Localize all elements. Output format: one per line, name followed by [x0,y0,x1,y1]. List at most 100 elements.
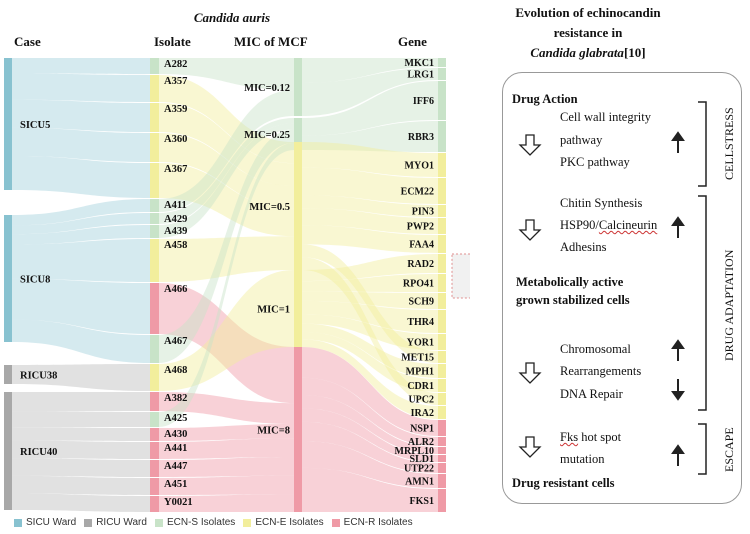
cell-wall-line1: Cell wall integrity [560,110,651,124]
flow-link [302,347,438,436]
case-label-sicu8: SICU8 [20,275,50,286]
sankey-labels: Candida auris Case Isolate MIC of MCF Ge… [14,10,434,508]
flow-link [302,377,438,446]
flow-link [302,208,438,234]
hot-spot-label: hot spot [578,430,622,444]
gene-node-met15 [438,351,446,363]
isolate-label-a451: A451 [164,479,187,490]
legend-label: ECN-S Isolates [166,517,236,528]
gene-label-pin3: PIN3 [412,207,434,218]
mic-node-mic-0-12 [294,58,302,116]
isolate-node-a466 [150,283,159,334]
mic-node-mic-1 [294,270,302,347]
isolate-label-a466: A466 [164,284,187,295]
isolate-label-a439: A439 [164,226,187,237]
legend-item-ecn-r-isolates: ECN-R Isolates [331,517,413,528]
drug-action-label: Drug Action [512,92,578,106]
mic-node-mic-0-25 [294,118,302,150]
legend-swatch [84,518,93,527]
flow-link [12,225,150,245]
isolate-label-a359: A359 [164,104,187,115]
gene-label-utp22: UTP22 [404,464,434,475]
panel-title-line1: Evolution of echinocandin [515,5,661,20]
flow-link [12,493,150,512]
chromosomal: Chromosomal [560,342,631,356]
isolate-label-a282: A282 [164,59,187,70]
flow-link [159,142,294,427]
gene-header: Gene [398,34,427,49]
gene-node-upc2 [438,393,446,405]
isolate-node-a367 [150,163,159,198]
dna-repair: DNA Repair [560,387,623,401]
flow-link [302,339,438,419]
legend-label: ECN-R Isolates [343,517,413,528]
legend-swatch [14,518,22,527]
gene-node-utp22 [438,463,446,473]
isolate-node-y0021 [150,496,159,512]
flow-link [12,411,150,428]
legend-label: RICU Ward [96,517,147,528]
gene-node-pwp2 [438,218,446,234]
gene-node-myo1 [438,153,446,177]
gene-label-ira2: IRA2 [411,408,434,419]
flow-link [302,142,438,177]
flow-link [302,408,438,462]
mic-header: MIC of MCF [234,34,308,49]
gene-node-rad2 [438,254,446,273]
calcineurin-label: Calcineurin [598,218,658,232]
flow-link [302,244,438,363]
mic-node-mic-8 [294,347,302,512]
up-arrow-icon [671,216,685,238]
cellstress-bracket [698,101,707,187]
flow-link [12,475,150,495]
gene-node-faa4 [438,235,446,253]
legend-item-sicu-ward: SICU Ward [14,517,76,528]
isolate-label-y0021: Y0021 [164,497,193,508]
flow-link [302,300,438,333]
mic-node-mic-0-5 [294,142,302,270]
isolate-label-a468: A468 [164,365,187,376]
isolate-label-a441: A441 [164,443,187,454]
isolate-node-a441 [150,442,159,459]
flow-link [159,457,294,477]
isolate-node-a411 [150,199,159,212]
case-label-ricu40: RICU40 [20,447,57,458]
flow-link [12,73,150,102]
isolate-label-a467: A467 [164,336,187,347]
legend-label: ECN-E Isolates [255,517,324,528]
mic-label-mic-1: MIC=1 [257,305,290,316]
hsp90-calcineurin: HSP90/Calcineurin [560,218,657,233]
panel-graphics [518,101,707,475]
up-arrow-icon [671,339,685,361]
gene-node-mph1 [438,364,446,378]
gene-label-lrg1: LRG1 [407,70,434,81]
flow-link [302,323,438,378]
flow-link [12,440,150,459]
gene-label-met15: MET15 [401,353,434,364]
mic-label-mic-0-25: MIC=0.25 [244,130,290,141]
up-arrow-icon [671,444,685,466]
mic-label-mic-8: MIC=8 [257,426,290,437]
legend-item-ecn-s-isolates: ECN-S Isolates [154,517,236,528]
isolate-node-a429 [150,213,159,224]
flow-link [302,68,438,116]
isolate-node-a451 [150,478,159,495]
case-label-ricu38: RICU38 [20,371,57,382]
gene-label-yor1: YOR1 [407,338,434,349]
flow-link [159,283,294,404]
flow-link [159,494,294,512]
isolate-label-a430: A430 [164,429,187,440]
mic-label-mic-0-5: MIC=0.5 [249,202,290,213]
flow-link [12,127,150,162]
gene-node-rbr3 [438,121,446,152]
panel-title-line2: resistance in [553,25,623,40]
flow-link [159,438,294,459]
flow-link [12,364,150,391]
isolate-label-a447: A447 [164,461,187,472]
gene-node-thr4 [438,310,446,333]
gene-label-amn1: AMN1 [405,477,434,488]
flow-link [302,291,438,309]
legend-swatch [243,518,252,527]
flow-link [159,163,294,237]
pkc-pathway: PKC pathway [560,155,630,169]
